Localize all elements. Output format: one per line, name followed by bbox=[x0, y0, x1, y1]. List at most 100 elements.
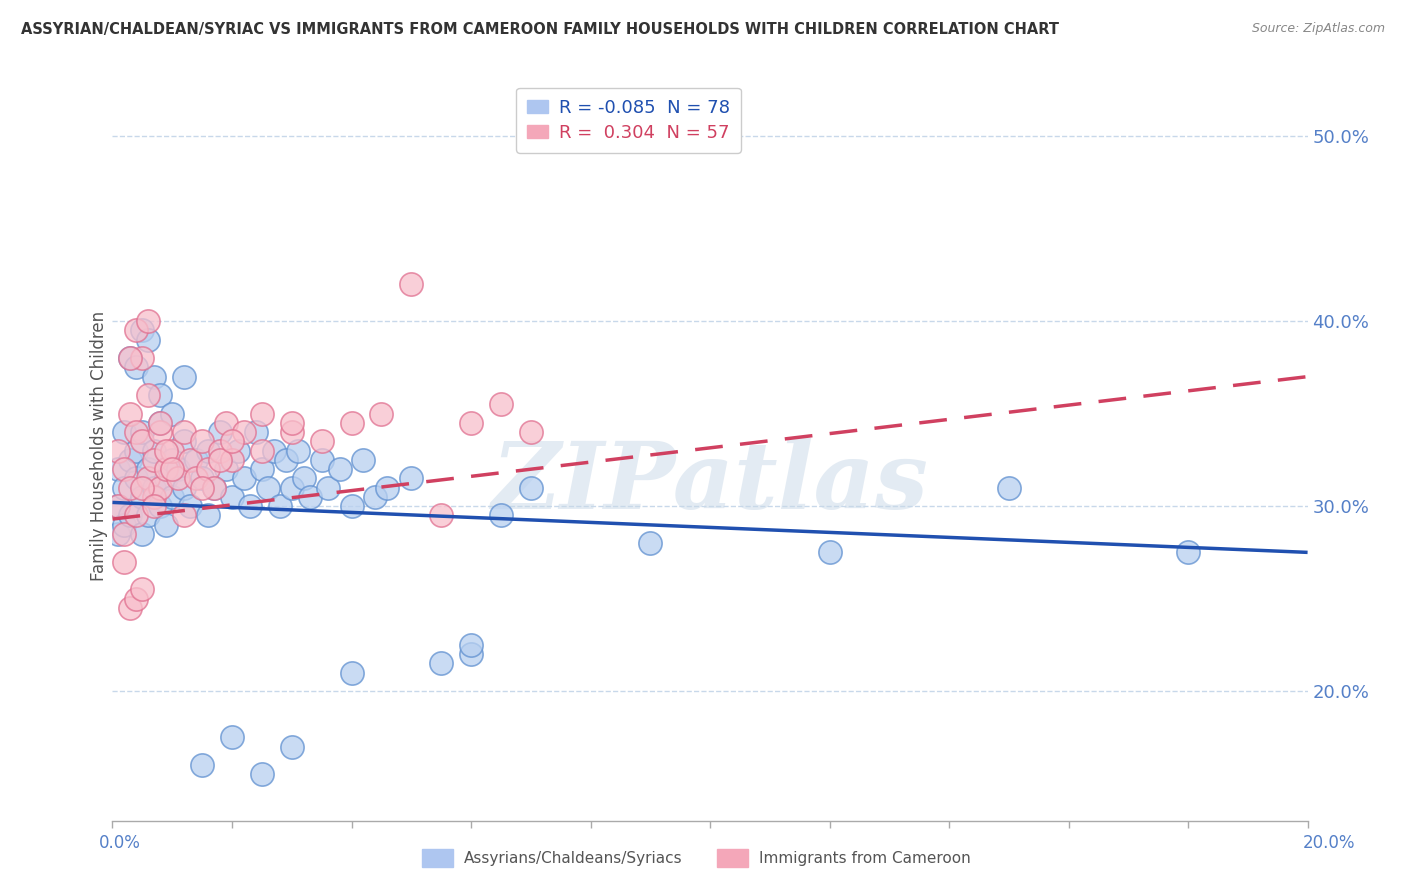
Point bbox=[209, 443, 232, 458]
Point bbox=[1177, 545, 1199, 559]
Point bbox=[162, 443, 183, 458]
Point bbox=[818, 545, 841, 559]
Point bbox=[520, 481, 543, 495]
Text: Immigrants from Cameroon: Immigrants from Cameroon bbox=[759, 851, 972, 865]
Point bbox=[460, 647, 482, 661]
Point bbox=[107, 527, 129, 541]
Point bbox=[311, 434, 333, 449]
Point bbox=[120, 351, 142, 365]
Point bbox=[155, 517, 177, 532]
Point bbox=[107, 462, 129, 476]
Point bbox=[162, 407, 183, 421]
Point bbox=[167, 471, 190, 485]
Point bbox=[131, 434, 153, 449]
Point bbox=[120, 453, 142, 467]
Point bbox=[221, 434, 243, 449]
Point bbox=[114, 555, 135, 569]
Point bbox=[250, 767, 273, 781]
Point bbox=[209, 453, 232, 467]
Point bbox=[401, 471, 423, 485]
Point bbox=[287, 443, 309, 458]
Point bbox=[269, 499, 291, 513]
Legend: R = -0.085  N = 78, R =  0.304  N = 57: R = -0.085 N = 78, R = 0.304 N = 57 bbox=[516, 88, 741, 153]
Point bbox=[131, 351, 153, 365]
Point bbox=[191, 481, 214, 495]
Point bbox=[460, 638, 482, 652]
Point bbox=[173, 369, 195, 384]
Point bbox=[340, 665, 363, 680]
Point bbox=[131, 527, 153, 541]
Point bbox=[149, 481, 172, 495]
Point bbox=[107, 499, 129, 513]
Point bbox=[173, 481, 195, 495]
Point bbox=[179, 453, 201, 467]
Y-axis label: Family Households with Children: Family Households with Children bbox=[90, 311, 108, 581]
Point bbox=[340, 416, 363, 430]
Point bbox=[125, 443, 148, 458]
Point bbox=[125, 508, 148, 523]
Point bbox=[233, 425, 256, 439]
Point bbox=[186, 453, 208, 467]
Point bbox=[138, 471, 160, 485]
Point bbox=[245, 425, 267, 439]
Point bbox=[173, 434, 195, 449]
Point bbox=[197, 462, 219, 476]
Point bbox=[149, 388, 172, 402]
Point bbox=[311, 453, 333, 467]
Point bbox=[131, 582, 153, 597]
Point bbox=[364, 490, 387, 504]
Point bbox=[131, 490, 153, 504]
Point bbox=[520, 425, 543, 439]
Point bbox=[149, 425, 172, 439]
Point bbox=[998, 481, 1021, 495]
Point bbox=[489, 508, 512, 523]
Point bbox=[430, 657, 453, 671]
Point bbox=[250, 407, 273, 421]
Point bbox=[209, 425, 232, 439]
Text: Assyrians/Chaldeans/Syriacs: Assyrians/Chaldeans/Syriacs bbox=[464, 851, 682, 865]
Point bbox=[197, 508, 219, 523]
Point bbox=[125, 425, 148, 439]
Point bbox=[143, 490, 166, 504]
Point bbox=[149, 416, 172, 430]
Point bbox=[191, 758, 214, 772]
Point bbox=[143, 443, 166, 458]
Point bbox=[226, 443, 249, 458]
Point bbox=[329, 462, 352, 476]
Point bbox=[215, 416, 238, 430]
Point bbox=[191, 434, 214, 449]
Point bbox=[167, 462, 190, 476]
Point bbox=[114, 481, 135, 495]
Point bbox=[143, 499, 166, 513]
Point bbox=[250, 462, 273, 476]
Point bbox=[316, 481, 339, 495]
Point bbox=[114, 517, 135, 532]
Point bbox=[250, 443, 273, 458]
Point bbox=[114, 462, 135, 476]
Point bbox=[430, 508, 453, 523]
Point bbox=[138, 388, 160, 402]
Point bbox=[173, 425, 195, 439]
Point bbox=[340, 499, 363, 513]
Point bbox=[202, 481, 225, 495]
Text: Source: ZipAtlas.com: Source: ZipAtlas.com bbox=[1251, 22, 1385, 36]
Point bbox=[239, 499, 262, 513]
Text: 20.0%: 20.0% bbox=[1302, 834, 1355, 852]
Point bbox=[138, 462, 160, 476]
Point bbox=[149, 499, 172, 513]
Point bbox=[353, 453, 375, 467]
Point bbox=[257, 481, 280, 495]
Point bbox=[138, 333, 160, 347]
Point bbox=[202, 481, 225, 495]
Text: ZIPatlas: ZIPatlas bbox=[492, 439, 928, 528]
Text: 0.0%: 0.0% bbox=[98, 834, 141, 852]
Point bbox=[197, 443, 219, 458]
Point bbox=[162, 462, 183, 476]
Point bbox=[120, 600, 142, 615]
Point bbox=[120, 508, 142, 523]
Point bbox=[281, 481, 304, 495]
Point bbox=[125, 323, 148, 337]
Text: ASSYRIAN/CHALDEAN/SYRIAC VS IMMIGRANTS FROM CAMEROON FAMILY HOUSEHOLDS WITH CHIL: ASSYRIAN/CHALDEAN/SYRIAC VS IMMIGRANTS F… bbox=[21, 22, 1059, 37]
Point bbox=[143, 481, 166, 495]
Point bbox=[377, 481, 399, 495]
